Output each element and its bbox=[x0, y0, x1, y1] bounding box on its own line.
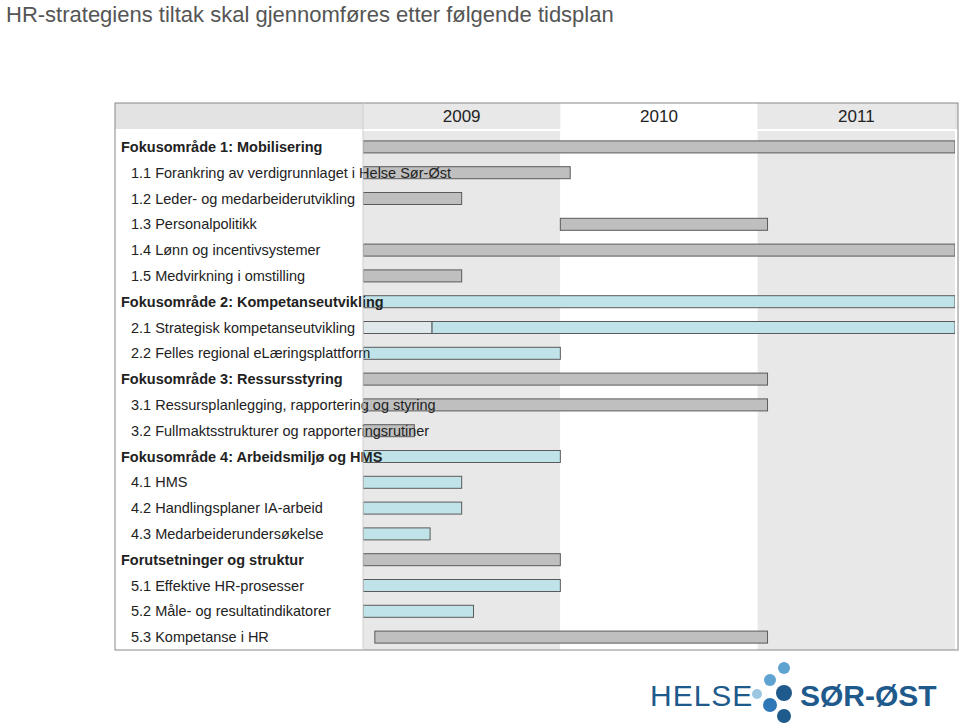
gantt-bar bbox=[363, 296, 955, 308]
year-label: 2009 bbox=[443, 107, 481, 126]
title: HR-strategiens tiltak skal gjennomføres … bbox=[6, 2, 614, 27]
task-label: 1.4 Lønn og incentivsystemer bbox=[131, 242, 321, 258]
year-label: 2011 bbox=[838, 107, 875, 126]
gantt-bar bbox=[363, 193, 462, 205]
group-label: Fokusområde 3: Ressursstyring bbox=[121, 371, 343, 387]
gantt-bar bbox=[363, 141, 955, 153]
group-label: Fokusområde 1: Mobilisering bbox=[121, 139, 322, 155]
gantt-bar bbox=[375, 631, 768, 643]
gantt-bar bbox=[363, 347, 560, 359]
gantt-bar bbox=[363, 605, 474, 617]
task-label: 1.2 Leder- og medarbeiderutvikling bbox=[131, 191, 355, 207]
table-frame bbox=[115, 103, 958, 650]
logo-dot bbox=[764, 674, 776, 686]
logo-dot bbox=[777, 709, 791, 723]
gantt-bar bbox=[560, 218, 767, 230]
group-label: Fokusområde 2: Kompetanseutvikling bbox=[121, 294, 384, 310]
task-label: 3.2 Fullmaktsstrukturer og rapporterings… bbox=[131, 423, 429, 439]
logo: HELSE SØR-ØST bbox=[650, 662, 937, 723]
bars bbox=[363, 141, 955, 643]
gantt-bar bbox=[363, 322, 432, 334]
task-label: 1.5 Medvirkning i omstilling bbox=[131, 268, 305, 284]
task-label: 5.1 Effektive HR-prosesser bbox=[131, 578, 304, 594]
plot-left-edge bbox=[363, 103, 364, 650]
logo-dot bbox=[752, 689, 762, 699]
gantt-bar bbox=[363, 476, 462, 488]
group-label: Forutsetninger og struktur bbox=[121, 552, 304, 568]
header-left bbox=[115, 103, 363, 130]
task-label: 4.1 HMS bbox=[131, 474, 187, 490]
task-label: 1.3 Personalpolitikk bbox=[131, 216, 257, 232]
gantt-bar bbox=[363, 270, 462, 282]
gantt-bar bbox=[363, 373, 768, 385]
task-label: 5.2 Måle- og resultatindikatorer bbox=[131, 603, 331, 619]
year-label: 2010 bbox=[640, 107, 678, 126]
chart: HR-strategiens tiltak skal gjennomføres … bbox=[0, 0, 960, 727]
task-label: 4.2 Handlingsplaner IA-arbeid bbox=[131, 500, 323, 516]
logo-dot bbox=[763, 698, 777, 712]
logo-dot bbox=[778, 662, 790, 674]
task-label: 1.1 Forankring av verdigrunnlaget i Hels… bbox=[131, 165, 451, 181]
logo-dot bbox=[776, 685, 792, 701]
task-label: 5.3 Kompetanse i HR bbox=[131, 629, 269, 645]
year-band bbox=[758, 103, 955, 650]
logo-left: HELSE bbox=[650, 679, 753, 712]
logo-right: SØR-ØST bbox=[800, 679, 937, 712]
task-label: 2.1 Strategisk kompetanseutvikling bbox=[131, 320, 355, 336]
gantt-bar bbox=[363, 528, 430, 540]
gantt-bar bbox=[363, 502, 462, 514]
task-label: 2.2 Felles regional eLæringsplattform bbox=[131, 345, 370, 361]
group-label: Fokusområde 4: Arbeidsmiljø og HMS bbox=[121, 449, 383, 465]
gantt-bar bbox=[363, 451, 560, 463]
header-rule bbox=[115, 129, 958, 131]
table-bg bbox=[115, 103, 958, 650]
gantt-bar bbox=[363, 554, 560, 566]
task-label: 4.3 Medarbeiderundersøkelse bbox=[131, 526, 324, 542]
task-label: 3.1 Ressursplanlegging, rapportering og … bbox=[131, 397, 436, 413]
gantt-bar bbox=[432, 322, 955, 334]
gantt-bar bbox=[363, 580, 560, 592]
gantt-bar bbox=[363, 244, 955, 256]
